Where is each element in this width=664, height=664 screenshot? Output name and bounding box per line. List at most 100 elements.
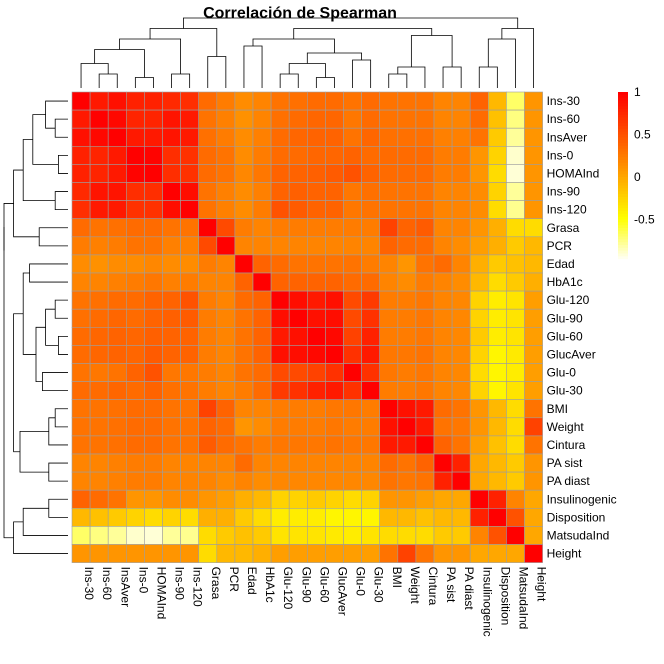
heatmap-cell [216, 489, 236, 509]
heatmap-cell [361, 91, 381, 111]
heatmap-cell [89, 489, 109, 509]
legend-color-step [618, 148, 628, 153]
heatmap-cell [433, 526, 453, 545]
row-labels: Ins-30 Ins-60 InsAver Ins-0 HOMAInd Ins-90 Ins… [547, 94, 617, 560]
heatmap-cell [126, 345, 145, 364]
heatmap-cell [234, 200, 254, 220]
heatmap-cell [379, 326, 399, 346]
heatmap-cell [252, 526, 272, 545]
heatmap-cell [325, 363, 344, 382]
heatmap-cell [469, 127, 489, 147]
heatmap-cell [506, 345, 525, 364]
heatmap-cell [234, 381, 254, 401]
heatmap-cell [234, 290, 254, 310]
heatmap-cell [180, 164, 200, 183]
heatmap-cell [506, 526, 525, 545]
dendrogram-branch [397, 66, 426, 88]
heatmap-cell [379, 363, 399, 382]
heatmap-cell [89, 507, 109, 527]
heatmap-cell [270, 453, 290, 473]
heatmap-cell [506, 146, 525, 165]
legend-color-step [618, 128, 628, 133]
heatmap-cell [107, 218, 127, 238]
heatmap-cell [469, 91, 489, 111]
heatmap-cell [451, 435, 471, 455]
heatmap-cell [252, 471, 272, 491]
heatmap-cell [524, 435, 543, 455]
legend-color-step [618, 182, 628, 187]
legend-color-step [618, 219, 628, 223]
heatmap-cell [451, 146, 471, 165]
heatmap-cell [234, 399, 254, 419]
dendrogram-branch [306, 52, 362, 64]
heatmap-cell [107, 471, 127, 491]
heatmap-cell [126, 544, 145, 563]
heatmap-cell [524, 164, 543, 183]
legend-color-step [618, 165, 628, 170]
heatmap-cell [415, 146, 435, 165]
heatmap-cell [415, 507, 435, 527]
column-label: Disposition [498, 567, 512, 626]
heatmap-cell [89, 254, 109, 274]
heatmap-cell [415, 453, 435, 473]
heatmap-cell [506, 254, 525, 274]
heatmap-cell [71, 91, 91, 111]
heatmap-cell [126, 254, 145, 274]
legend-color-step [618, 236, 628, 240]
heatmap-cell [487, 182, 507, 201]
heatmap-cell [415, 526, 435, 545]
heatmap-cell [71, 200, 91, 220]
row-label: PA diast [547, 474, 591, 488]
heatmap-cell [162, 544, 181, 563]
legend-color-step [618, 123, 628, 127]
heatmap-cell [288, 326, 308, 346]
heatmap-cell [306, 544, 326, 563]
heatmap-cell [433, 272, 453, 292]
heatmap-cell [162, 363, 181, 382]
heatmap-cell [126, 435, 145, 455]
heatmap-cell [506, 363, 525, 382]
dendrogram-branch [19, 430, 49, 473]
heatmap-cell [126, 109, 145, 129]
legend-color-step [618, 242, 628, 246]
heatmap-cell [433, 254, 453, 274]
heatmap-cell [469, 489, 489, 509]
heatmap-cell [325, 544, 344, 563]
heatmap-cell [469, 290, 489, 310]
heatmap-cell [198, 526, 218, 545]
heatmap-cell [415, 164, 435, 183]
column-labels: Ins-30 Ins-60 InsAver Ins-0 HOMAInd Ins-90 Ins… [82, 567, 548, 637]
heatmap-cell [198, 399, 218, 419]
heatmap-cell [162, 254, 181, 274]
heatmap-cell [71, 417, 91, 437]
heatmap-cell [126, 290, 145, 310]
heatmap-cell [325, 290, 344, 310]
heatmap-cell [180, 526, 200, 545]
heatmap-cell [144, 471, 163, 491]
heatmap-cell [506, 200, 525, 220]
heatmap-cell [379, 272, 399, 292]
heatmap-cell [180, 308, 200, 328]
heatmap-cell [198, 218, 218, 238]
heatmap-cell [144, 272, 163, 292]
heatmap-cell [524, 236, 543, 256]
heatmap-cell [379, 164, 399, 183]
heatmap-cell [180, 272, 200, 292]
heatmap-cell [306, 345, 326, 364]
heatmap-cell [71, 381, 91, 401]
legend-color-step [618, 202, 628, 206]
dendrogram-branch [288, 63, 326, 78]
heatmap-cell [415, 363, 435, 382]
heatmap-cell [252, 417, 272, 437]
heatmap-cell [89, 417, 109, 437]
heatmap-cell [361, 399, 381, 419]
heatmap-cell [361, 127, 381, 147]
column-label: Edad [245, 567, 259, 595]
heatmap-cell [216, 381, 236, 401]
column-dendrogram [80, 17, 534, 88]
heatmap-cell [71, 236, 91, 256]
heatmap-cell [487, 109, 507, 129]
dendrogram-branch [293, 28, 433, 39]
heatmap-cell [343, 417, 362, 437]
heatmap-cell [288, 417, 308, 437]
